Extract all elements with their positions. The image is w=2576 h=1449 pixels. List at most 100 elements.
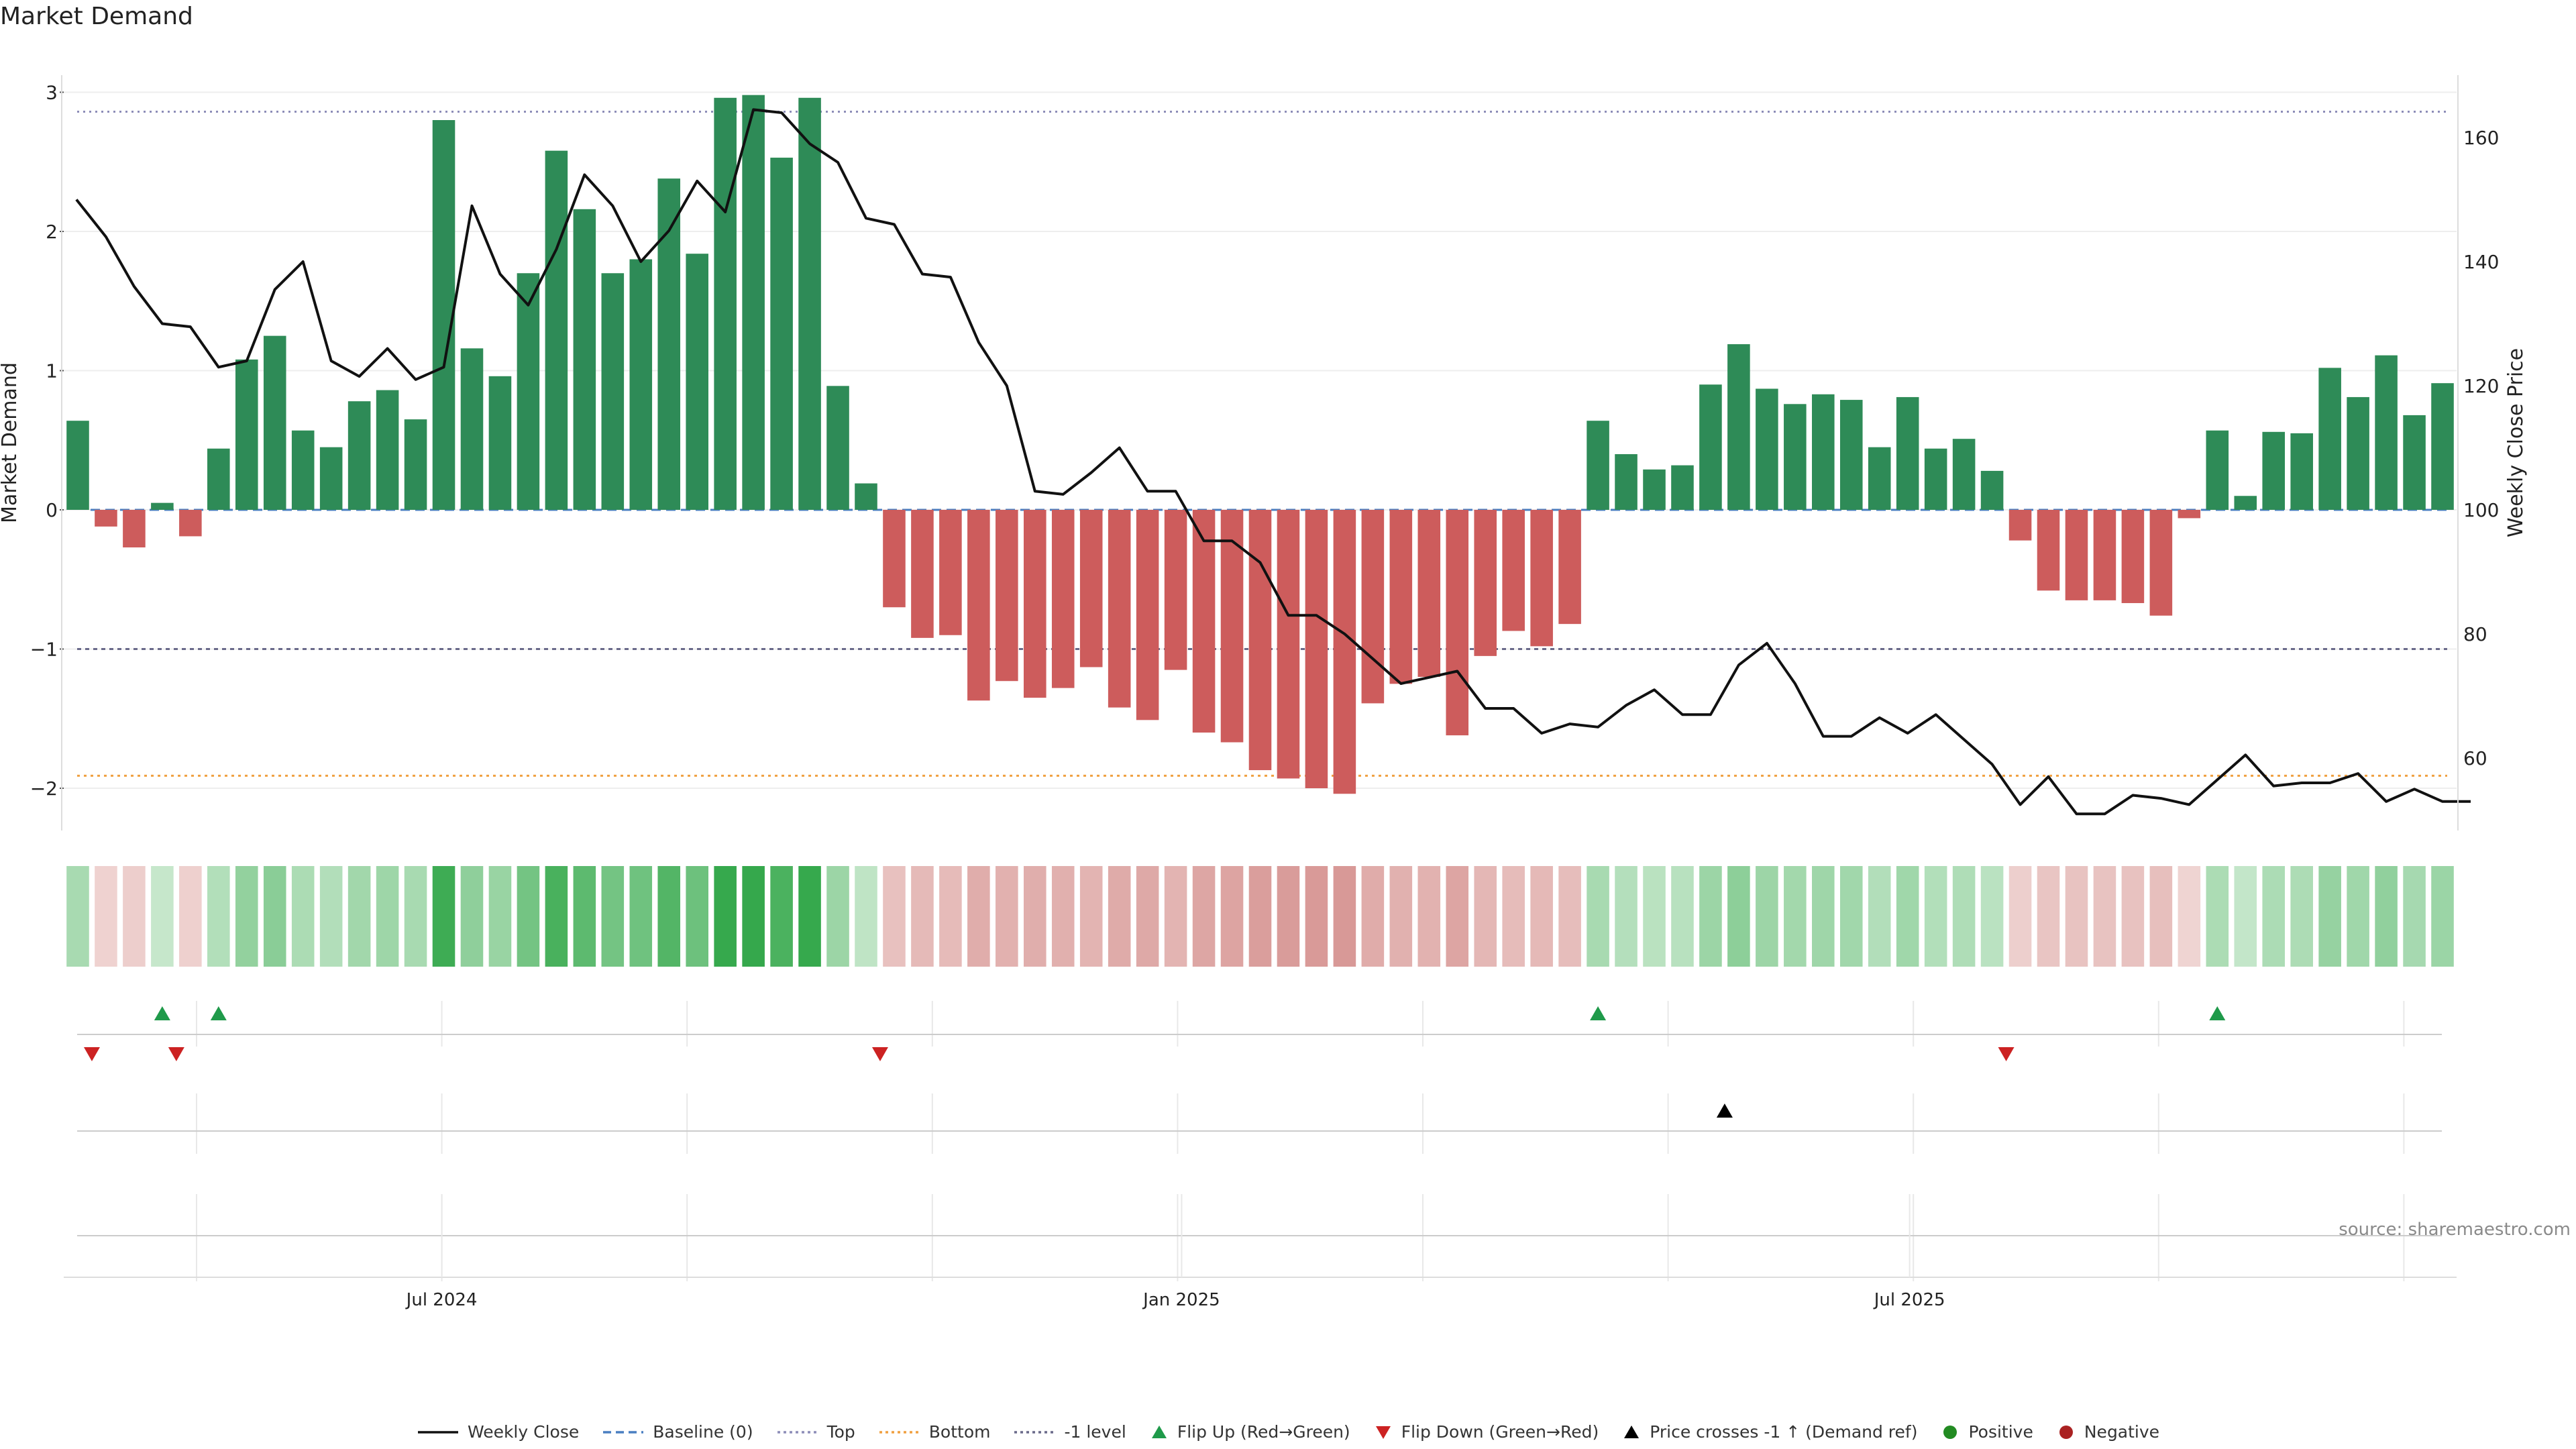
demand-bar [1699, 384, 1722, 510]
heat-cell [742, 866, 765, 967]
demand-bar [1108, 510, 1131, 708]
heat-cell [1164, 866, 1187, 967]
heat-cell [179, 866, 202, 967]
heat-cell [319, 866, 343, 967]
demand-bar [1839, 400, 1863, 510]
signal-panels: Jul 2024 Jan 2025 Jul 2025 [64, 1001, 2457, 1310]
heat-cell [798, 866, 821, 967]
demand-bar [235, 359, 258, 510]
heat-cell [2262, 866, 2286, 967]
demand-bar [939, 510, 962, 635]
heat-cell [1896, 866, 1919, 967]
heat-cell [1868, 866, 1891, 967]
demand-bar [291, 430, 315, 510]
demand-bar [1587, 421, 1609, 510]
heat-cell [66, 866, 89, 967]
demand-bar [2093, 510, 2116, 600]
legend-label: Weekly Close [467, 1422, 580, 1442]
heat-cell [2206, 866, 2229, 967]
heat-cell [1727, 866, 1750, 967]
chart-title: Market Demand [0, 3, 193, 30]
heat-cell [2318, 866, 2341, 967]
heat-cell [2065, 866, 2088, 967]
y-axis-label: Market Demand [0, 362, 21, 523]
heat-cell [686, 866, 708, 967]
demand-bar [1136, 510, 1159, 720]
heat-cell [996, 866, 1018, 967]
demand-bar [1333, 510, 1356, 794]
heat-cell [1248, 866, 1272, 967]
demand-bar [1924, 448, 1947, 510]
heat-cell [1784, 866, 1807, 967]
heat-cell [1952, 866, 1976, 967]
heat-cell [714, 866, 737, 967]
heat-cell [1417, 866, 1441, 967]
heat-cell [1446, 866, 1469, 967]
x-tick-label: Jan 2025 [1142, 1290, 1220, 1310]
heat-cell [263, 866, 286, 967]
heat-cell [1361, 866, 1385, 967]
demand-bar [1502, 510, 1525, 631]
demand-bar [1896, 396, 1919, 510]
heat-cell [460, 866, 484, 967]
demand-bar [2178, 510, 2201, 519]
legend-item: Flip Up (Red→Green) [1149, 1422, 1350, 1442]
heat-cell [488, 866, 512, 967]
demand-bar [657, 178, 681, 510]
demand-bar [1952, 439, 1976, 510]
heat-cell [545, 866, 568, 967]
demand-bar [488, 376, 512, 510]
chart-legend: Weekly Close Baseline (0) Top Bottom -1 leve… [0, 1422, 2576, 1442]
demand-bar [1530, 510, 1553, 647]
heat-cell [2178, 866, 2201, 967]
heat-cell [207, 866, 230, 967]
heat-cell [826, 866, 849, 967]
heat-cell [1389, 866, 1413, 967]
demand-bar [1868, 447, 1891, 510]
demand-bar [1756, 388, 1778, 510]
heat-cell [2008, 866, 2032, 967]
demand-bar [1051, 510, 1075, 688]
heat-cell [2375, 866, 2398, 967]
flip-down-marker [871, 1047, 888, 1061]
demand-bar [601, 273, 625, 510]
demand-bar [460, 348, 484, 510]
heat-cell [1333, 866, 1356, 967]
heat-cell [2290, 866, 2313, 967]
heat-cell [2431, 866, 2454, 967]
heat-cell [2149, 866, 2173, 967]
demand-bar [1277, 510, 1300, 779]
x-tick-label: Jul 2025 [1873, 1290, 1945, 1310]
demand-bar [1474, 510, 1497, 656]
demand-bar [1389, 510, 1413, 684]
heat-cell [151, 866, 174, 967]
heat-cell [939, 866, 962, 967]
heat-cell [2037, 866, 2060, 967]
demand-bar [1164, 510, 1187, 670]
legend-label: Baseline (0) [653, 1422, 753, 1442]
heat-cell [1558, 866, 1581, 967]
demand-bar [1305, 510, 1328, 788]
heat-cell [95, 866, 117, 967]
legend-item: Top [776, 1422, 855, 1442]
demand-bar [629, 259, 653, 510]
demand-bar [1361, 510, 1385, 704]
demand-heat-strip [66, 866, 2454, 967]
heat-cell [517, 866, 540, 967]
heat-cell [2234, 866, 2257, 967]
heat-cell [2121, 866, 2145, 967]
demand-bar [1558, 510, 1581, 625]
demand-bar [1417, 510, 1441, 677]
demand-bar [770, 158, 793, 510]
y2-tick-label: 60 [2463, 747, 2487, 769]
heat-cell [2347, 866, 2369, 967]
legend-swatch-icon [603, 1430, 644, 1434]
demand-bar [2065, 510, 2088, 600]
legend-swatch-icon [2059, 1425, 2073, 1439]
demand-bar [1192, 510, 1216, 733]
legend-label: Flip Down (Green→Red) [1401, 1422, 1599, 1442]
heat-cell [1277, 866, 1300, 967]
demand-bar [742, 95, 765, 510]
demand-bar [123, 510, 146, 548]
